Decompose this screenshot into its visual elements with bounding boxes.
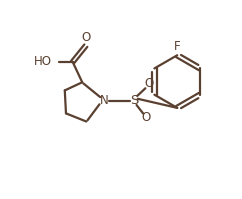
Text: O: O: [144, 77, 153, 90]
Text: F: F: [174, 40, 181, 53]
Text: O: O: [82, 31, 91, 44]
Text: O: O: [141, 111, 150, 124]
Text: S: S: [130, 94, 138, 107]
Text: N: N: [100, 94, 109, 107]
Text: HO: HO: [34, 56, 52, 68]
